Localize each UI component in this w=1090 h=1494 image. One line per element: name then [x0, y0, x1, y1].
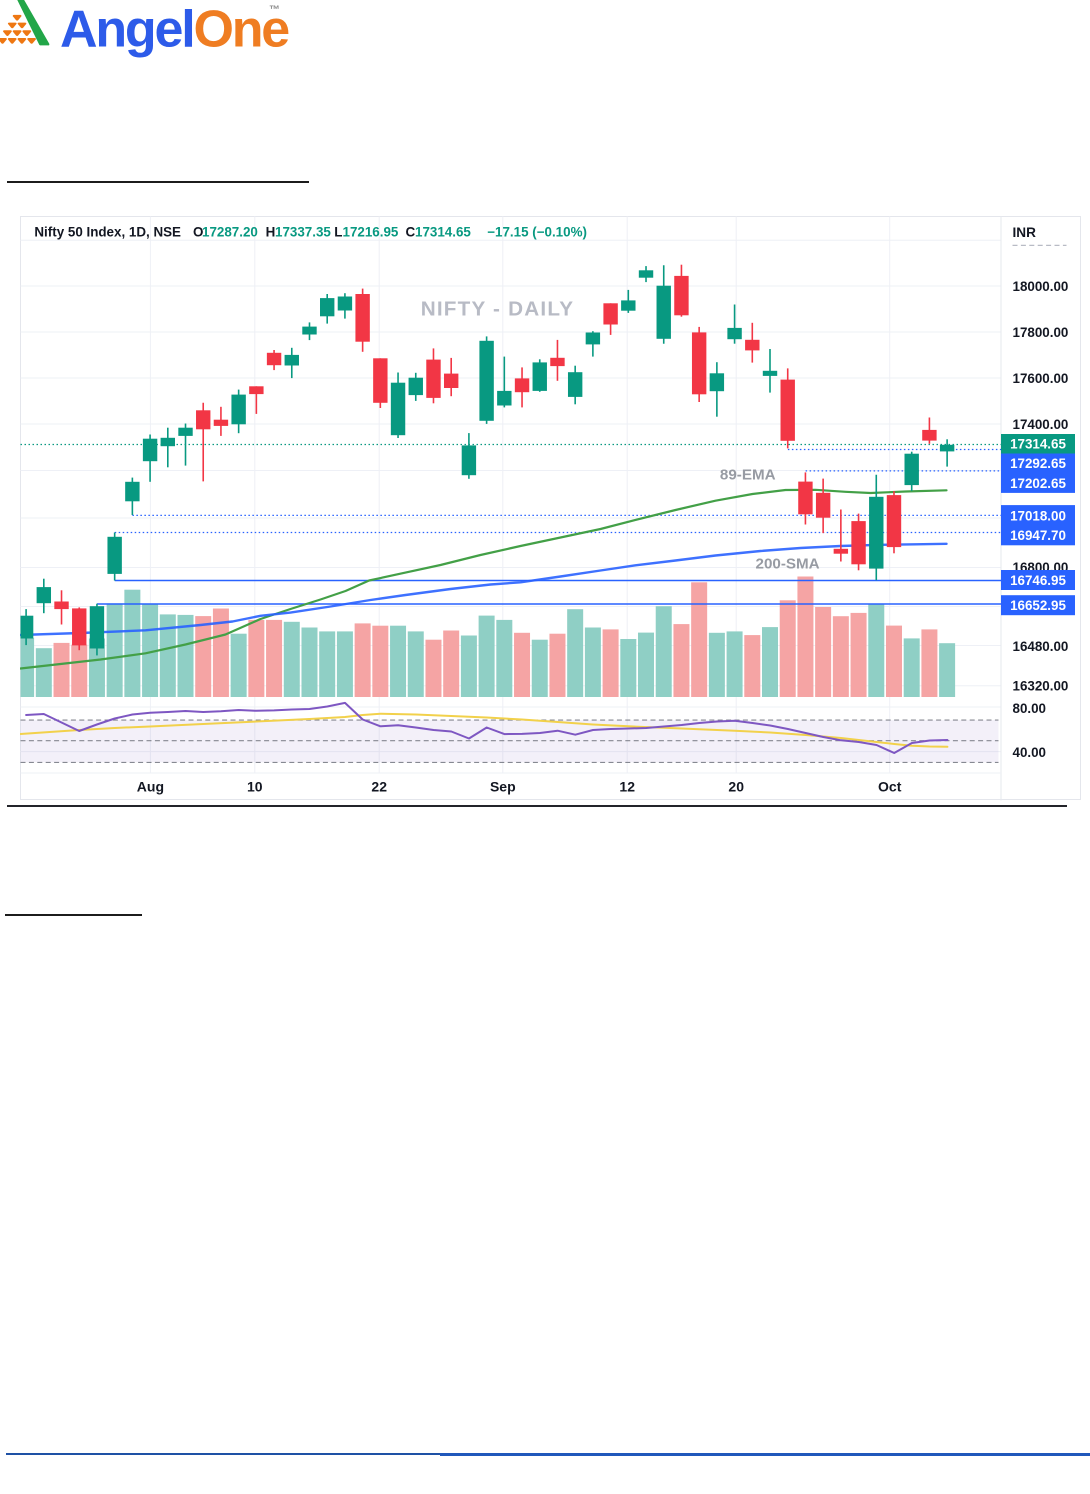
- svg-text:Aug: Aug: [136, 778, 163, 794]
- svg-text:17287.20: 17287.20: [202, 224, 258, 239]
- svg-text:NIFTY - DAILY: NIFTY - DAILY: [420, 297, 574, 320]
- svg-text:16746.95: 16746.95: [1010, 572, 1066, 587]
- svg-text:AngelOne: AngelOne: [60, 0, 289, 58]
- svg-text:80.00: 80.00: [1012, 700, 1046, 715]
- svg-text:INR: INR: [1012, 225, 1036, 240]
- svg-text:17216.95: 17216.95: [342, 224, 398, 239]
- svg-text:17018.00: 17018.00: [1010, 508, 1066, 523]
- svg-text:H: H: [265, 224, 275, 239]
- svg-text:™: ™: [269, 4, 280, 16]
- svg-text:Nifty 50 Index, 1D, NSE: Nifty 50 Index, 1D, NSE: [34, 224, 181, 239]
- svg-text:Oct: Oct: [878, 778, 902, 794]
- svg-text:17800.00: 17800.00: [1012, 324, 1068, 339]
- svg-text:16947.70: 16947.70: [1010, 527, 1066, 542]
- svg-text:16320.00: 16320.00: [1012, 678, 1068, 693]
- svg-text:17202.65: 17202.65: [1010, 475, 1066, 490]
- svg-text:22: 22: [371, 778, 387, 794]
- svg-text:18000.00: 18000.00: [1012, 278, 1068, 293]
- svg-text:17314.65: 17314.65: [1010, 436, 1066, 451]
- svg-text:16480.00: 16480.00: [1012, 638, 1068, 653]
- svg-text:C: C: [405, 224, 415, 239]
- svg-text:O: O: [193, 224, 203, 239]
- svg-text:−17.15 (−0.10%): −17.15 (−0.10%): [487, 224, 587, 239]
- svg-text:10: 10: [247, 778, 263, 794]
- svg-text:17292.65: 17292.65: [1010, 456, 1066, 471]
- svg-text:17337.35: 17337.35: [275, 224, 331, 239]
- svg-text:200-SMA: 200-SMA: [755, 555, 819, 572]
- svg-text:89-EMA: 89-EMA: [719, 466, 775, 483]
- svg-text:40.00: 40.00: [1012, 744, 1046, 759]
- svg-text:16652.95: 16652.95: [1010, 598, 1066, 613]
- svg-text:L: L: [334, 224, 342, 239]
- svg-text:17400.00: 17400.00: [1012, 416, 1068, 431]
- svg-text:20: 20: [728, 778, 744, 794]
- svg-text:12: 12: [619, 778, 635, 794]
- svg-text:17600.00: 17600.00: [1012, 370, 1068, 385]
- svg-text:Sep: Sep: [489, 778, 515, 794]
- svg-text:17314.65: 17314.65: [415, 224, 471, 239]
